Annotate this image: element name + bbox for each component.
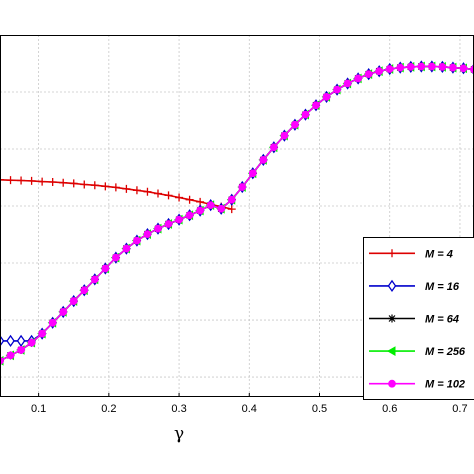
legend-entry: M = 16 xyxy=(369,279,460,293)
data-point xyxy=(175,215,183,224)
data-point xyxy=(301,110,310,119)
data-point xyxy=(388,379,396,388)
data-point xyxy=(406,62,415,71)
legend-label: M = 16 xyxy=(425,281,460,293)
data-point xyxy=(154,189,162,198)
data-point xyxy=(90,181,99,190)
data-point xyxy=(38,177,47,186)
data-point xyxy=(48,177,57,186)
data-point xyxy=(217,204,226,213)
data-point xyxy=(386,346,396,356)
data-point xyxy=(206,201,215,210)
data-point xyxy=(388,314,396,323)
data-point xyxy=(143,230,152,239)
grid xyxy=(0,35,474,397)
plot-series xyxy=(0,60,474,366)
x-tick-label: 0.1 xyxy=(31,403,46,415)
data-point xyxy=(0,175,4,184)
data-point xyxy=(227,195,236,204)
data-point xyxy=(80,286,89,295)
data-point xyxy=(196,206,205,215)
legend-label: M = 4 xyxy=(425,248,453,260)
data-point xyxy=(27,338,36,347)
series-1 xyxy=(0,175,236,214)
legend-entry: M = 64 xyxy=(369,314,459,326)
x-tick-label: 0.7 xyxy=(452,403,467,415)
legend-label: M = 64 xyxy=(425,314,459,326)
data-point xyxy=(38,329,47,338)
data-point xyxy=(27,176,36,185)
data-point xyxy=(154,224,162,233)
data-point xyxy=(164,220,173,228)
legend: M = 4 M = 16 M = 64 M = 256 M = 102 xyxy=(363,237,474,400)
data-point xyxy=(449,63,457,72)
data-point xyxy=(16,334,26,348)
data-point xyxy=(387,279,397,293)
data-point xyxy=(69,297,78,305)
data-point xyxy=(354,74,363,83)
data-point xyxy=(164,191,173,200)
data-point xyxy=(143,187,152,196)
data-point xyxy=(322,93,331,101)
x-axis-ticks: 0.1 0.2 0.3 0.4 0.5 0.6 0.7 xyxy=(31,393,468,415)
data-point xyxy=(6,176,15,185)
data-point xyxy=(122,244,131,253)
data-point xyxy=(280,131,289,140)
data-point xyxy=(333,85,341,94)
x-axis-label: γ xyxy=(174,424,184,444)
data-point xyxy=(175,193,184,202)
data-point xyxy=(238,183,247,191)
data-point xyxy=(101,264,110,273)
data-point xyxy=(375,67,384,76)
legend-entry: M = 256 xyxy=(369,346,466,358)
data-point xyxy=(90,275,99,284)
x-tick-label: 0.6 xyxy=(382,403,397,415)
x-tick-label: 0.4 xyxy=(242,403,257,415)
data-point xyxy=(438,62,447,71)
data-point xyxy=(312,101,320,110)
x-tick-label: 0.3 xyxy=(171,403,186,415)
data-point xyxy=(48,318,57,327)
data-point xyxy=(343,79,352,88)
legend-label: M = 256 xyxy=(425,346,466,358)
data-point xyxy=(59,178,68,187)
data-point xyxy=(17,176,26,185)
data-point xyxy=(133,236,141,245)
data-point xyxy=(111,253,120,262)
data-point xyxy=(396,63,405,72)
data-point xyxy=(291,120,299,129)
data-point xyxy=(227,205,236,214)
data-point xyxy=(259,155,268,164)
data-point xyxy=(459,64,468,73)
data-point xyxy=(427,62,436,71)
series-line xyxy=(0,65,474,362)
data-point xyxy=(417,62,426,71)
legend-entry: M = 102 xyxy=(369,379,465,391)
data-point xyxy=(69,179,78,188)
data-point xyxy=(59,308,68,316)
x-tick-label: 0.5 xyxy=(312,403,327,415)
data-point xyxy=(6,334,15,348)
data-point xyxy=(269,143,278,152)
data-point xyxy=(111,183,120,192)
legend-entry: M = 4 xyxy=(369,248,453,260)
data-point xyxy=(248,169,257,178)
data-point xyxy=(17,346,25,354)
legend-label: M = 102 xyxy=(425,379,465,391)
data-point xyxy=(388,249,396,258)
data-point xyxy=(364,70,373,78)
data-point xyxy=(101,182,110,191)
data-point xyxy=(185,195,194,204)
x-tick-label: 0.2 xyxy=(101,403,116,415)
data-point xyxy=(6,351,15,360)
data-point xyxy=(185,211,194,220)
series-5 xyxy=(0,62,474,365)
data-point xyxy=(132,186,141,195)
data-point xyxy=(122,184,131,193)
data-point xyxy=(385,65,394,73)
data-point xyxy=(80,180,89,189)
